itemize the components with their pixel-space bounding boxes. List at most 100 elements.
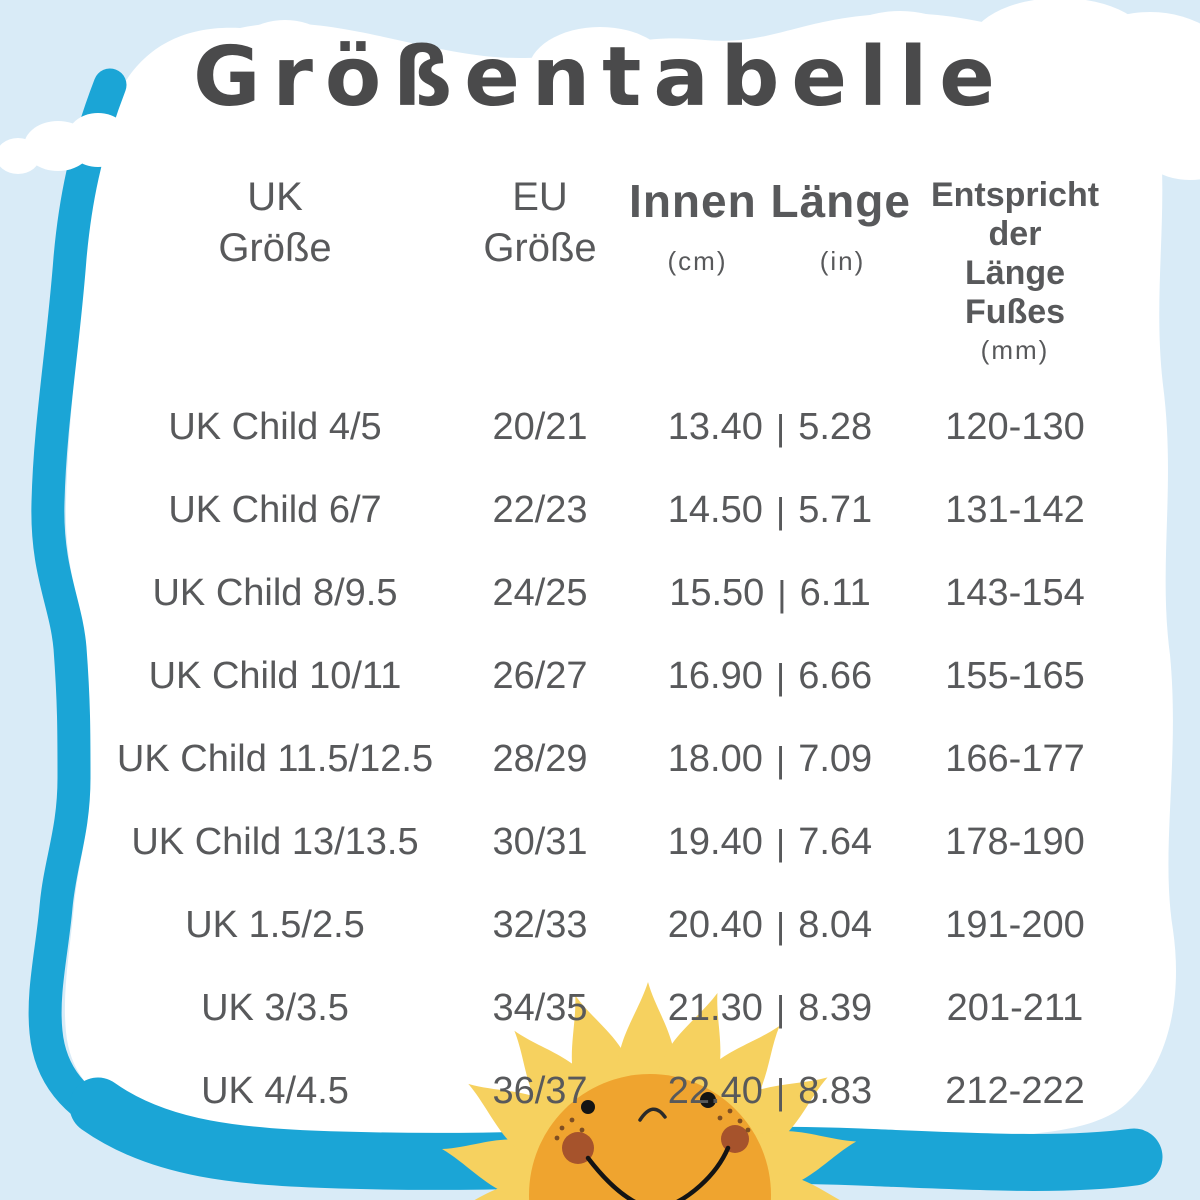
header-unit-mm: (mm) [980,335,1050,366]
foot-length-cell: 212-222 [945,1070,1085,1113]
foot-length-cell: 120-130 [945,406,1085,449]
inner-length-cm: 13.40 [667,406,763,449]
header-uk-line2: Größe [218,226,332,271]
uk-size-cell: UK Child 8/9.5 [152,572,398,615]
divider: | [777,572,787,614]
table-row: UK Child 8/9.5 24/25 15.50 | 6.11 143-15… [95,552,1115,635]
header-uk-line1: UK [247,175,303,219]
header-unit-in: (in) [819,245,866,276]
divider: | [775,655,786,697]
uk-size-cell: UK Child 4/5 [168,406,382,449]
inner-length-in: 8.83 [798,1070,873,1113]
table-row: UK Child 11.5/12.5 28/29 18.00 | 7.09 16… [95,718,1115,801]
header-eu-line1: EU [512,175,568,219]
sun-icon [438,982,863,1200]
inner-length-cm: 21.30 [667,987,763,1030]
uk-size-cell: UK Child 6/7 [168,489,382,532]
foot-length-cell: 201-211 [946,987,1084,1030]
foot-length-cell: 191-200 [945,904,1085,947]
sun-smile [585,1145,731,1200]
inner-length-cell: 21.30 | 8.39 [625,987,915,1030]
eu-size-cell: 24/25 [492,572,588,615]
uk-size-cell: UK 3/3.5 [201,987,349,1030]
inner-length-cm: 22.40 [667,1070,763,1113]
foot-length-cell: 131-142 [945,489,1085,532]
eu-size-cell: 30/31 [492,821,588,864]
cloud-icon [528,27,672,117]
inner-length-cell: 16.90 | 6.66 [625,655,915,698]
cloud-icon [1015,70,1155,154]
sun-freckles [554,1108,751,1141]
cloud-icon [66,113,130,167]
size-table: UK Größe EU Größe Innen Länge (cm) (in) … [95,172,1115,1133]
uk-size-cell: UK Child 11.5/12.5 [116,738,434,781]
cloud-icon [828,11,972,101]
eu-size-cell: 22/23 [492,489,588,532]
eu-size-cell: 34/35 [492,987,588,1030]
uk-size-cell: UK 4/4.5 [201,1070,349,1113]
sun-eye-right [700,1092,716,1108]
inner-length-cell: 14.50 | 5.71 [625,489,915,532]
table-row: UK Child 13/13.5 30/31 19.40 | 7.64 178-… [95,801,1115,884]
divider: | [775,738,786,780]
table-body: UK Child 4/5 20/21 13.40 | 5.28 120-130 … [95,386,1115,1133]
table-row: UK 3/3.5 34/35 21.30 | 8.39 201-211 [95,967,1115,1050]
inner-length-cell: 22.40 | 8.83 [625,1070,915,1113]
inner-length-cell: 13.40 | 5.28 [625,406,915,449]
white-panel [64,13,1177,1140]
table-row: UK Child 10/11 26/27 16.90 | 6.66 155-16… [95,635,1115,718]
divider: | [775,406,786,448]
eu-size-cell: 20/21 [492,406,588,449]
divider: | [775,987,786,1029]
inner-length-cell: 19.40 | 7.64 [625,821,915,864]
inner-length-in: 6.11 [799,572,871,615]
header-inner-length-title: Innen Länge [629,175,911,227]
clouds [0,0,1200,180]
inner-length-cm: 20.40 [667,904,763,947]
foot-length-cell: 155-165 [945,655,1085,698]
header-foot-length: Entspricht der Länge Fußes (mm) [915,172,1115,366]
cloud-icon [303,46,427,130]
eu-size-cell: 36/37 [492,1070,588,1113]
sun-nose [638,1107,667,1122]
eu-size-cell: 26/27 [492,655,588,698]
table-row: UK Child 4/5 20/21 13.40 | 5.28 120-130 [95,386,1115,469]
frame-left-stroke [28,68,137,1142]
inner-length-in: 7.09 [798,738,873,781]
inner-length-in: 6.66 [798,655,873,698]
header-eu-line2: Größe [483,226,597,271]
uk-size-cell: UK Child 13/13.5 [131,821,419,864]
divider: | [775,489,786,531]
sun-eye-left [581,1100,595,1114]
table-header-row: UK Größe EU Größe Innen Länge (cm) (in) … [95,172,1115,366]
inner-length-cm: 16.90 [667,655,763,698]
inner-length-cell: 20.40 | 8.04 [625,904,915,947]
foot-length-cell: 178-190 [945,821,1085,864]
inner-length-in: 8.39 [798,987,873,1030]
divider: | [775,821,786,863]
header-foot-line1: Entspricht der [930,176,1100,254]
inner-length-cm: 14.50 [667,489,763,532]
cloud-icon [1132,90,1200,180]
inner-length-cell: 15.50 | 6.11 [625,572,915,615]
inner-length-cm: 19.40 [667,821,763,864]
foot-length-cell: 143-154 [945,572,1085,615]
inner-length-in: 7.64 [798,821,873,864]
inner-length-cell: 18.00 | 7.09 [625,738,915,781]
cloud-icon [114,125,182,175]
uk-size-cell: UK 1.5/2.5 [185,904,365,947]
divider: | [775,904,786,946]
header-unit-cm: (cm) [667,245,728,276]
header-uk-size: UK Größe [95,172,455,274]
header-inner-length: Innen Länge (cm) (in) [625,172,915,278]
inner-length-in: 5.28 [798,406,873,449]
page-title: Größentabelle [193,30,1007,125]
inner-length-cm: 15.50 [669,572,765,615]
cloud-icon [643,52,767,132]
table-row: UK Child 6/7 22/23 14.50 | 5.71 131-142 [95,469,1115,552]
table-row: UK 4/4.5 36/37 22.40 | 8.83 212-222 [95,1050,1115,1133]
inner-length-cm: 18.00 [667,738,763,781]
uk-size-cell: UK Child 10/11 [148,655,402,698]
header-eu-size: EU Größe [455,172,625,274]
